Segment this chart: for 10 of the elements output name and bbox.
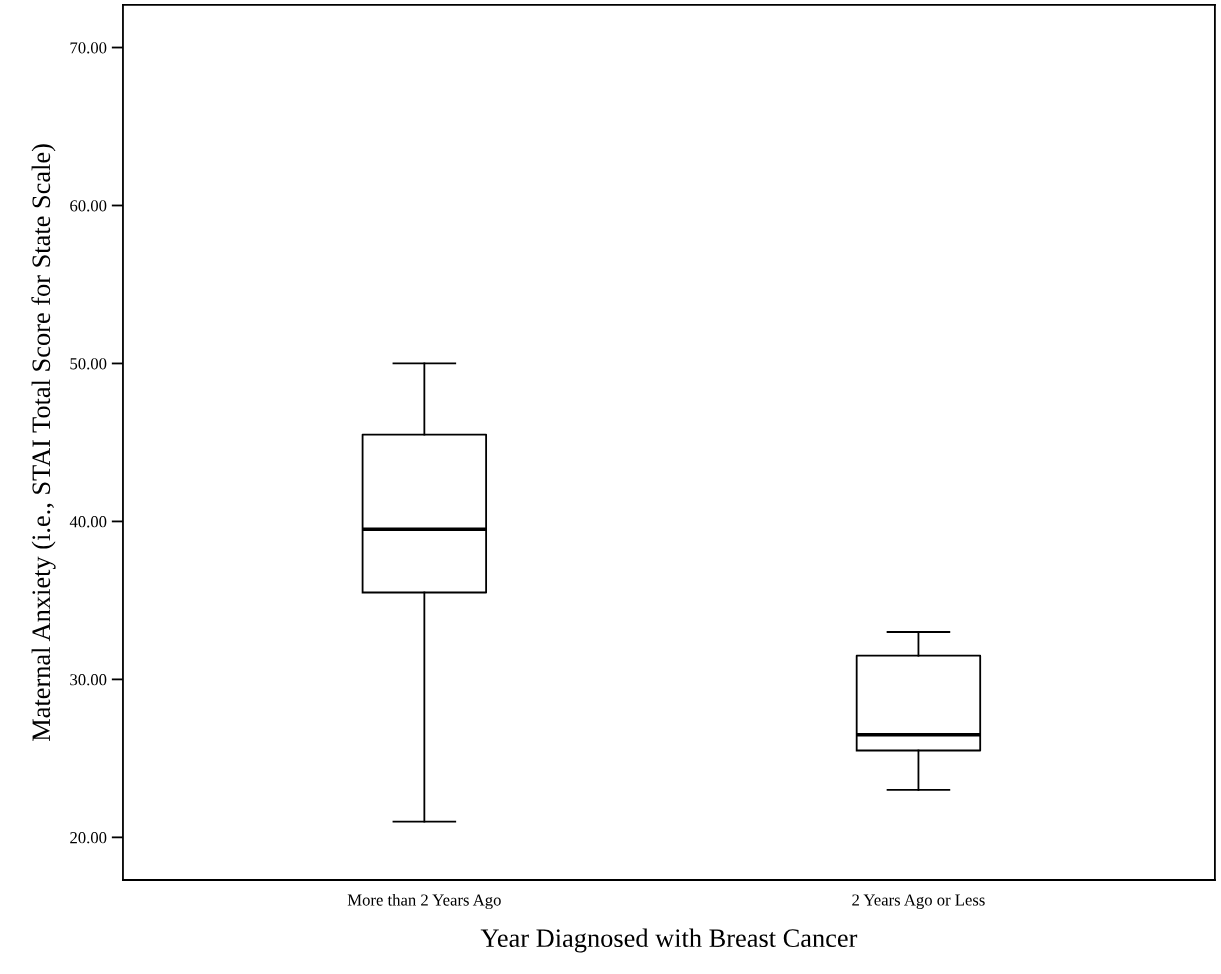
x-axis-title: Year Diagnosed with Breast Cancer: [480, 928, 858, 953]
y-tick-label: 40.00: [69, 516, 107, 528]
y-tick-label: 20.00: [70, 832, 107, 844]
y-tick-label: 30.00: [70, 674, 107, 686]
y-tick-label: 60.00: [70, 200, 107, 212]
x-tick-label: 2 Years Ago or Less: [852, 894, 985, 910]
y-tick-label: 50.00: [70, 358, 107, 370]
y-tick-label: 70.00: [70, 42, 107, 54]
x-tick-label: More than 2 Years Ago: [347, 893, 501, 910]
y-axis-title: Maternal Anxiety (i.e., STAI Total Score for State Scale): [31, 144, 56, 742]
